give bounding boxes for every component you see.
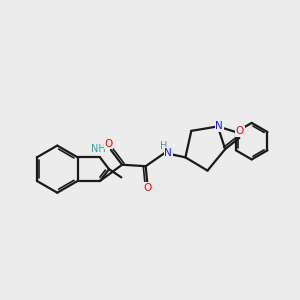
Text: O: O [143, 183, 151, 193]
Text: N: N [215, 122, 223, 131]
Text: O: O [236, 126, 244, 136]
Text: NH: NH [91, 144, 106, 154]
Text: N: N [164, 148, 172, 158]
Text: H: H [160, 141, 167, 151]
Text: O: O [104, 139, 113, 148]
